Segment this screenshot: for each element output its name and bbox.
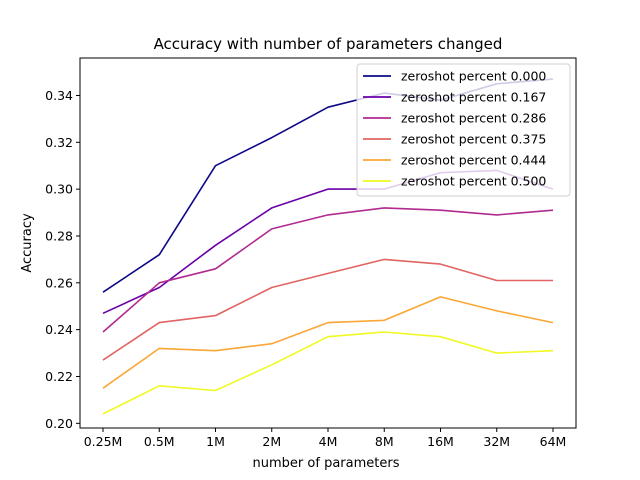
y-axis-ticks: 0.20 0.22 0.24 0.26 0.28 0.30 0.32 0.34 — [45, 88, 80, 431]
x-tick-label: 0.5M — [144, 434, 175, 449]
legend-label: zeroshot percent 0.500 — [401, 174, 546, 189]
x-tick-label: 2M — [262, 434, 281, 449]
x-tick-label: 1M — [206, 434, 225, 449]
plot-area-frame — [79, 57, 577, 429]
y-tick-label: 0.20 — [45, 416, 73, 431]
x-axis-ticks: 0.25M 0.5M 1M 2M 4M 8M 16M 32M 64M — [84, 428, 567, 449]
series-line — [102, 258, 553, 361]
legend-label: zeroshot percent 0.167 — [401, 90, 546, 105]
series-line — [102, 296, 554, 389]
x-tick-label: 8M — [375, 434, 394, 449]
y-tick-label: 0.32 — [45, 135, 73, 150]
legend-label: zeroshot percent 0.375 — [401, 132, 546, 147]
x-tick-label: 32M — [483, 434, 510, 449]
x-tick-label: 64M — [540, 434, 567, 449]
legend-label: zeroshot percent 0.444 — [401, 153, 546, 168]
series-line — [102, 207, 554, 333]
x-axis-label: number of parameters — [253, 456, 400, 471]
legend-box — [356, 63, 571, 197]
series-line — [102, 331, 554, 415]
x-tick-label: 4M — [319, 434, 338, 449]
y-tick-label: 0.30 — [45, 182, 73, 197]
legend-label: zeroshot percent 0.286 — [401, 111, 546, 126]
chart-title: Accuracy with number of parameters chang… — [154, 35, 503, 53]
y-tick-label: 0.26 — [45, 275, 73, 290]
y-tick-label: 0.28 — [45, 228, 73, 243]
y-tick-label: 0.22 — [45, 369, 73, 384]
y-axis-label: Accuracy — [20, 213, 35, 273]
legend-label: zeroshot percent 0.000 — [401, 69, 546, 84]
x-tick-label: 0.25M — [84, 434, 123, 449]
series-lines — [102, 78, 554, 415]
x-tick-label: 16M — [427, 434, 454, 449]
y-tick-label: 0.24 — [45, 322, 73, 337]
legend: zeroshot percent 0.000 zeroshot percent 0… — [356, 63, 571, 197]
y-tick-label: 0.34 — [45, 88, 73, 103]
